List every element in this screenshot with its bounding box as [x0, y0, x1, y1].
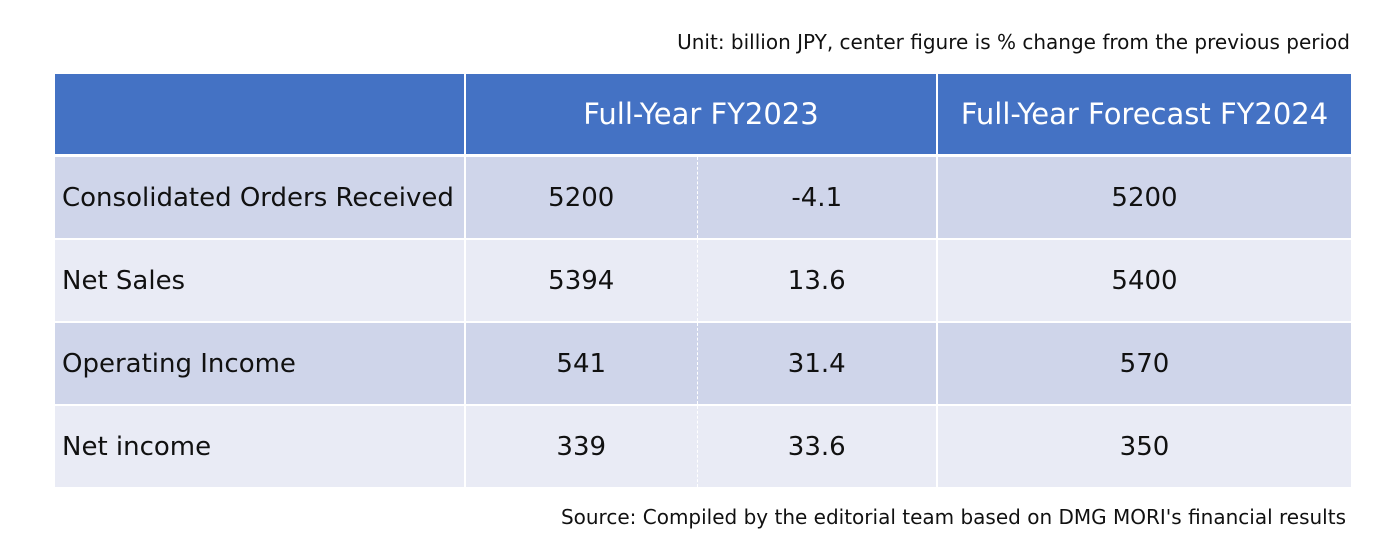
fy2023-change: 13.6 — [697, 239, 938, 323]
table-row: Net Sales 5394 13.6 5400 — [55, 239, 1351, 323]
financial-results-table: Full-Year FY2023 Full-Year Forecast FY20… — [55, 74, 1351, 487]
unit-note: Unit: billion JPY, center figure is % ch… — [677, 30, 1350, 54]
table-row: Consolidated Orders Received 5200 -4.1 5… — [55, 155, 1351, 240]
fy2023-value: 5394 — [465, 239, 698, 323]
table-row: Net income 339 33.6 350 — [55, 405, 1351, 487]
fy2023-value: 5200 — [465, 155, 698, 240]
row-label-operating-income: Operating Income — [55, 322, 466, 406]
row-label-net-sales: Net Sales — [55, 239, 466, 323]
header-fy2023: Full-Year FY2023 — [465, 74, 938, 157]
fy2024-forecast: 570 — [937, 322, 1351, 406]
header-forecast-fy2024: Full-Year Forecast FY2024 — [937, 74, 1351, 157]
table-header-row: Full-Year FY2023 Full-Year Forecast FY20… — [55, 74, 1351, 157]
fy2023-change: -4.1 — [697, 155, 938, 240]
header-label-cell — [55, 74, 466, 157]
fy2023-value: 339 — [465, 405, 698, 487]
fy2023-change: 31.4 — [697, 322, 938, 406]
fy2023-value: 541 — [465, 322, 698, 406]
fy2023-change: 33.6 — [697, 405, 938, 487]
row-label-net-income: Net income — [55, 405, 466, 487]
row-label-orders: Consolidated Orders Received — [55, 155, 466, 240]
source-note: Source: Compiled by the editorial team b… — [560, 505, 1346, 529]
table-row: Operating Income 541 31.4 570 — [55, 322, 1351, 406]
fy2024-forecast: 5400 — [937, 239, 1351, 323]
fy2024-forecast: 350 — [937, 405, 1351, 487]
fy2024-forecast: 5200 — [937, 155, 1351, 240]
